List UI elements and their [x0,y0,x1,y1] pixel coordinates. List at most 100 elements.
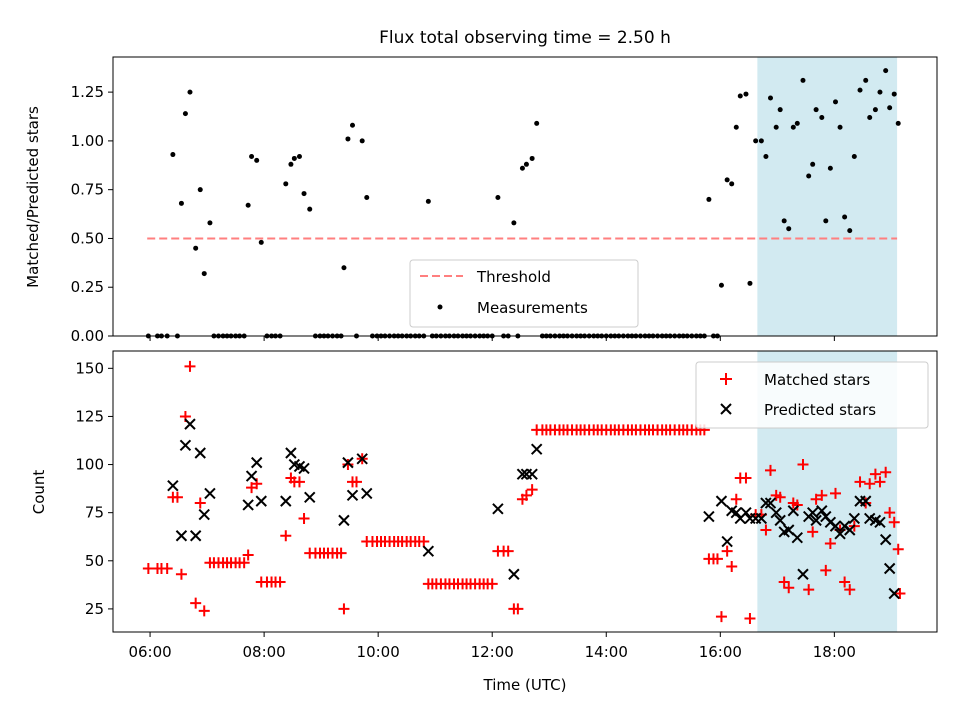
predicted-star-point [806,506,819,519]
predicted-star-point [879,533,892,546]
measurement-legend-swatch [437,304,443,310]
matched-star-point [740,472,752,484]
predicted-star-point [175,530,188,542]
measurement-point [291,155,297,161]
y-tick-label: 75 [85,504,104,522]
predicted-star-point [255,495,267,507]
measurement-point [495,194,501,200]
matched-star-point [293,476,305,488]
measurement-point [529,155,535,161]
measurement-point [863,77,869,83]
legend-frame [695,361,929,429]
x-tick-label: 10:00 [357,643,400,661]
predicted-star-point [760,497,772,509]
measurement-point [307,206,313,212]
measurement-point [842,214,848,220]
matched-star-point [744,613,756,625]
y-tick-label: 0.00 [71,327,104,345]
predicted-star-point [245,470,258,482]
matched-star-point [418,536,430,548]
predicted-star-point [787,505,800,517]
x-tick-label: 12:00 [471,643,514,661]
x-axis-label: Time (UTC) [483,676,567,694]
predicted-star-point [715,495,728,507]
measurement-point [877,89,883,95]
measurement-point [781,218,787,224]
measurement-point [847,228,853,234]
predicted-star-point [198,508,210,521]
predicted-star-point [250,456,263,469]
y-tick-label: 25 [85,600,104,618]
predicted-star-point [342,456,354,469]
predicted-star-point [184,418,196,430]
measurement-point [254,157,260,163]
y-axis-label: Matched/Predicted stars [24,106,42,288]
matched-star-point [824,537,836,549]
plot-frame [112,350,938,633]
matched-star-point [171,491,183,503]
predicted-star-point [285,447,297,459]
predicted-star-point [346,489,359,502]
predicted-star-point [755,512,768,525]
matched-star-point [816,489,828,501]
measurement-point [773,124,779,130]
legend-predicted-label: Predicted stars [764,401,876,419]
predicted-star-point [422,545,435,557]
x-tick-label: 06:00 [128,643,171,661]
predicted-star-point [848,512,861,525]
measurement-point [425,198,431,204]
measurement-point [867,114,873,120]
matched-star-point [715,611,727,623]
predicted-star-point [810,514,822,527]
predicted-star-point [829,520,842,532]
matched-star-point [161,562,173,574]
measurement-point [249,154,255,160]
matched-star-point [721,545,733,557]
predicted-star-point [764,497,777,509]
measurement-point [883,68,889,74]
predicted-star-point [730,506,742,519]
y-tick-label: 0.50 [71,229,104,247]
predicted-legend-swatch [720,403,732,415]
measurement-point [786,226,792,232]
measurement-point [511,220,517,226]
matched-star-point [829,487,841,499]
y-tick-label: 50 [85,552,104,570]
measurement-point [895,120,901,126]
y-tick-label: 0.25 [71,278,104,296]
y-tick-label: 125 [75,407,104,425]
measurement-point [813,107,819,113]
matched-star-point [778,576,790,588]
measurement-point [857,87,863,93]
predicted-star-point [740,506,752,519]
measurement-point [283,181,289,187]
predicted-star-point [888,587,900,600]
y-axis: 0.00 0.25 0.50 0.75 1.00 1.25 [71,83,113,345]
legend-threshold-label: Threshold [476,268,551,286]
predicted-star-point [860,495,872,507]
measurement-point [733,124,739,130]
matched-star-point [512,603,524,615]
measurement-point [301,191,307,197]
y-axis-label: Count [30,470,48,515]
measurement-point [887,105,893,111]
matched-star-point [783,582,795,594]
measurement-point [359,138,365,144]
y-axis: 25 50 75 100 125 150 [75,359,113,618]
predicted-star-point [721,535,733,548]
measurement-point [819,114,825,120]
measurement-point [729,181,735,187]
measurement-point [724,177,730,183]
predicted-star-point [516,468,529,480]
highlight-span [757,57,898,336]
predicted-star-point [194,447,206,459]
measurement-point [837,124,843,130]
predicted-star-point [179,439,192,452]
predicted-star-point [298,462,310,475]
matched-star-point [242,549,254,561]
matched-star-point [298,512,310,524]
matched-star-point [803,584,815,596]
matched-star-point [175,568,187,580]
matched-star-point [198,605,210,617]
measurement-point [207,220,213,226]
